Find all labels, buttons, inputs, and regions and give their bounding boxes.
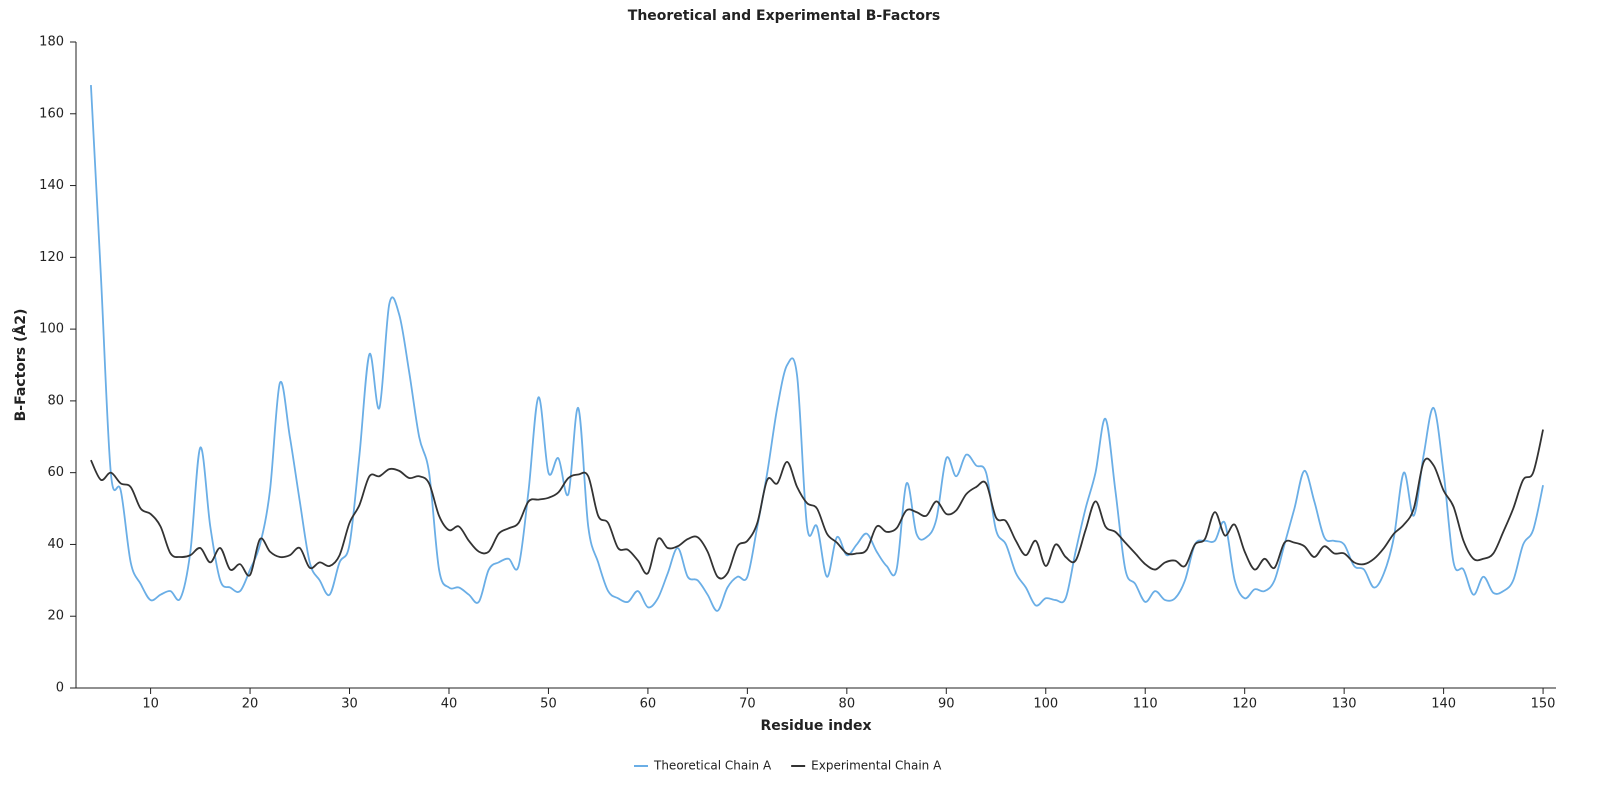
x-tick-label: 60 (640, 697, 657, 712)
y-tick-label: 60 (47, 465, 64, 480)
line-series (90, 85, 1544, 612)
x-tick-label: 150 (1531, 697, 1556, 712)
y-tick-label: 100 (39, 322, 64, 337)
x-tick-label: 50 (540, 697, 557, 712)
y-tick-label: 120 (39, 250, 64, 265)
x-tick-label: 10 (142, 697, 159, 712)
x-tick-label: 120 (1232, 697, 1257, 712)
x-tick-label: 80 (839, 697, 856, 712)
y-tick-label: 180 (39, 35, 64, 50)
y-tick-label: 80 (47, 393, 64, 408)
chart-title: Theoretical and Experimental B-Factors (628, 8, 940, 24)
x-tick-label: 30 (341, 697, 358, 712)
x-tick-label: 100 (1033, 697, 1058, 712)
x-tick-label: 40 (441, 697, 458, 712)
x-tick-label: 20 (242, 697, 259, 712)
x-axis-label: Residue index (760, 718, 871, 734)
x-tick-label: 90 (938, 697, 955, 712)
x-tick-label: 130 (1332, 697, 1357, 712)
y-axis-label: B-Factors (Å2) (12, 309, 29, 422)
y-tick-label: 140 (39, 178, 64, 193)
y-tick-label: 160 (39, 106, 64, 121)
x-tick-label: 110 (1133, 697, 1158, 712)
legend-label: Experimental Chain A (811, 759, 942, 773)
y-tick-label: 0 (56, 681, 64, 696)
x-tick-label: 70 (739, 697, 756, 712)
line-series (90, 429, 1544, 580)
legend-label: Theoretical Chain A (653, 759, 772, 773)
x-tick-label: 140 (1431, 697, 1456, 712)
y-tick-label: 20 (47, 609, 64, 624)
y-tick-label: 40 (47, 537, 64, 552)
